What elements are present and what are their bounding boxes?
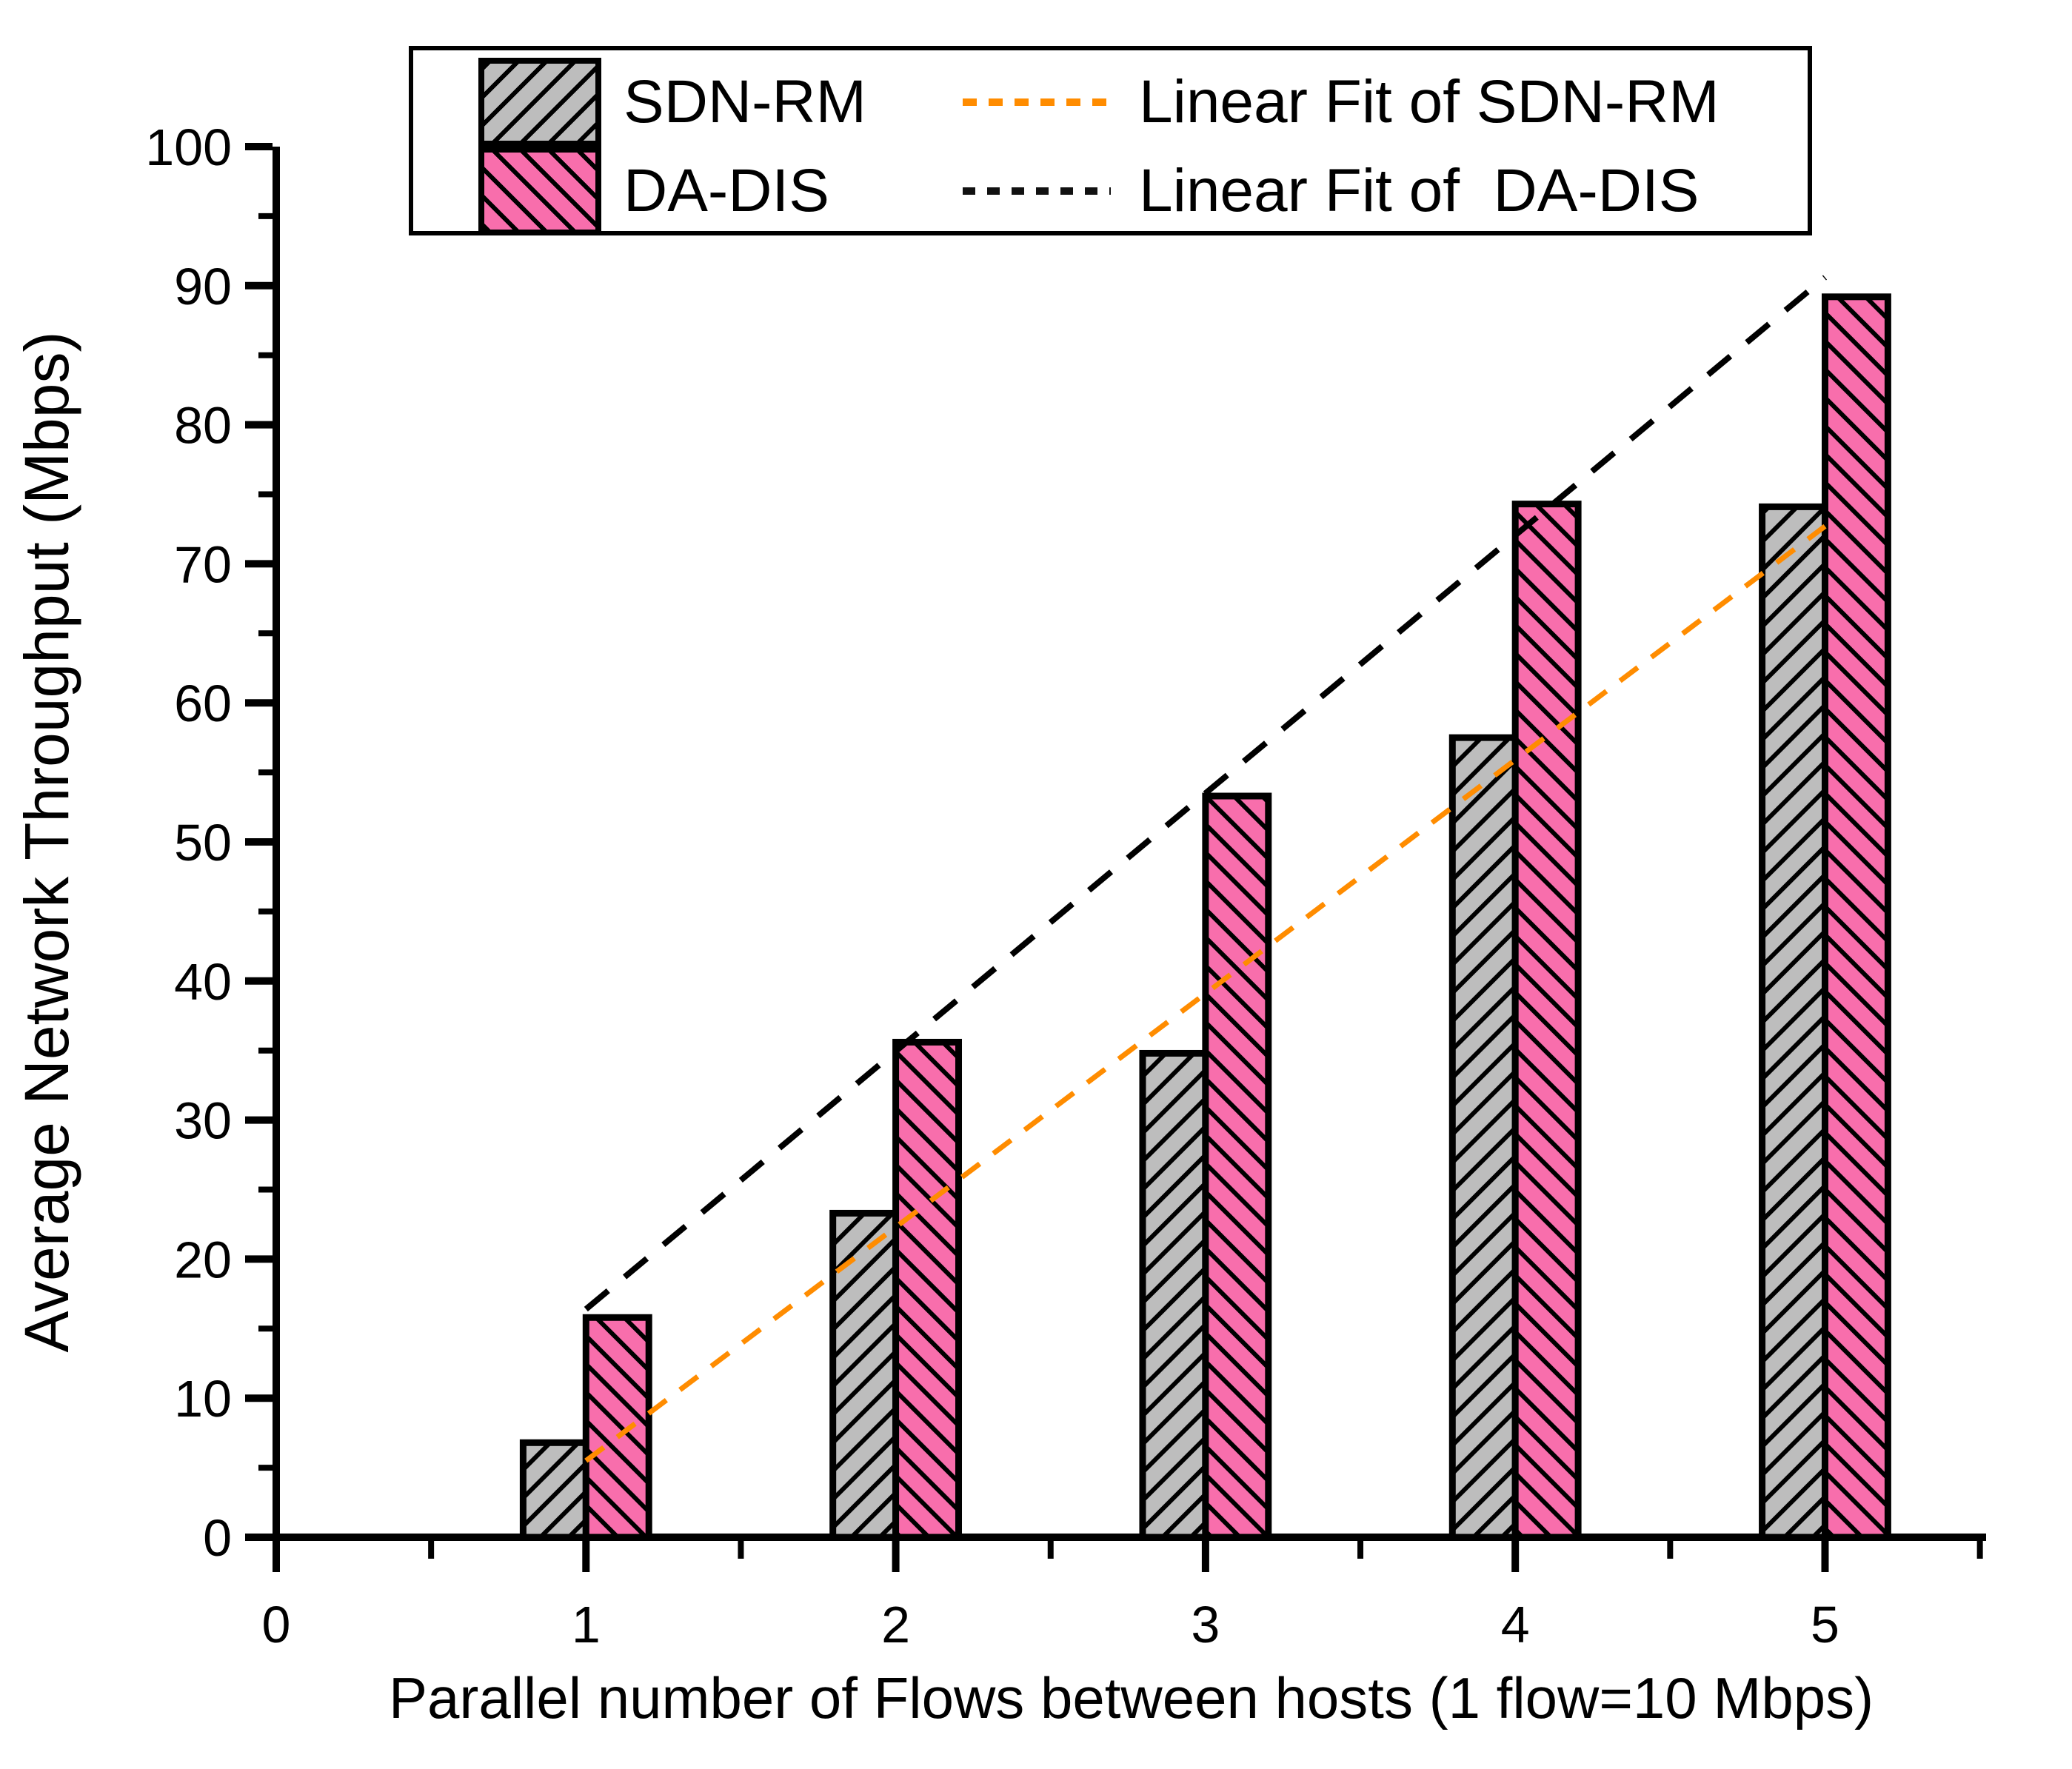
legend-label-sdn-rm: SDN-RM [624, 68, 866, 136]
x-tick-label: 5 [1811, 1596, 1839, 1653]
x-tick-label: 4 [1501, 1596, 1530, 1653]
y-tick-label: 0 [203, 1509, 232, 1567]
bar-da-dis-5 [1821, 293, 1891, 1541]
x-tick-label: 0 [262, 1596, 291, 1653]
bar-da-dis-3 [1202, 792, 1272, 1541]
legend-row-sdn-rm: SDN-RM Linear Fit of SDN-RM [478, 58, 1785, 147]
y-tick-label: 30 [174, 1092, 232, 1150]
x-tick-label: 2 [881, 1596, 910, 1653]
y-tick-label: 80 [174, 397, 232, 455]
y-axis-title: Average Network Throughput (Mbps) [12, 332, 81, 1353]
legend-row-da-dis: DA-DIS Linear Fit of DA-DIS [478, 147, 1785, 235]
x-tick-label: 3 [1191, 1596, 1220, 1653]
y-tick-label: 90 [174, 258, 232, 315]
legend-swatch-sdn-rm [478, 58, 601, 147]
y-tick-label: 40 [174, 953, 232, 1011]
legend-dash-da-dis-fit [963, 187, 1111, 195]
legend-dash-sdn-rm-fit [963, 98, 1111, 106]
y-tick-label: 70 [174, 535, 232, 593]
bar-sdn-rm-2 [829, 1209, 900, 1541]
legend-label-sdn-rm-fit: Linear Fit of SDN-RM [1139, 68, 1720, 136]
bar-da-dis-4 [1511, 501, 1582, 1541]
legend: SDN-RM Linear Fit of SDN-RM DA-DIS Linea… [409, 46, 1812, 235]
legend-label-da-dis: DA-DIS [624, 157, 829, 224]
y-tick-label: 50 [174, 814, 232, 872]
legend-label-da-dis-fit: Linear Fit of DA-DIS [1139, 157, 1700, 224]
bar-sdn-rm-3 [1139, 1049, 1209, 1541]
bar-da-dis-1 [582, 1314, 652, 1541]
bar-sdn-rm-1 [519, 1439, 589, 1541]
legend-swatch-da-dis [478, 147, 601, 235]
x-axis-title: Parallel number of Flows between hosts (… [389, 1665, 1874, 1730]
bar-da-dis-2 [892, 1038, 963, 1541]
bar-sdn-rm-5 [1759, 503, 1828, 1541]
y-tick-label: 20 [174, 1231, 232, 1288]
x-tick-label: 1 [572, 1596, 601, 1653]
y-tick-label: 10 [174, 1370, 232, 1428]
bar-sdn-rm-4 [1448, 734, 1519, 1541]
y-tick-label: 60 [174, 675, 232, 732]
fit-line-da-dis [584, 275, 1828, 1312]
y-tick-label: 100 [145, 118, 232, 176]
